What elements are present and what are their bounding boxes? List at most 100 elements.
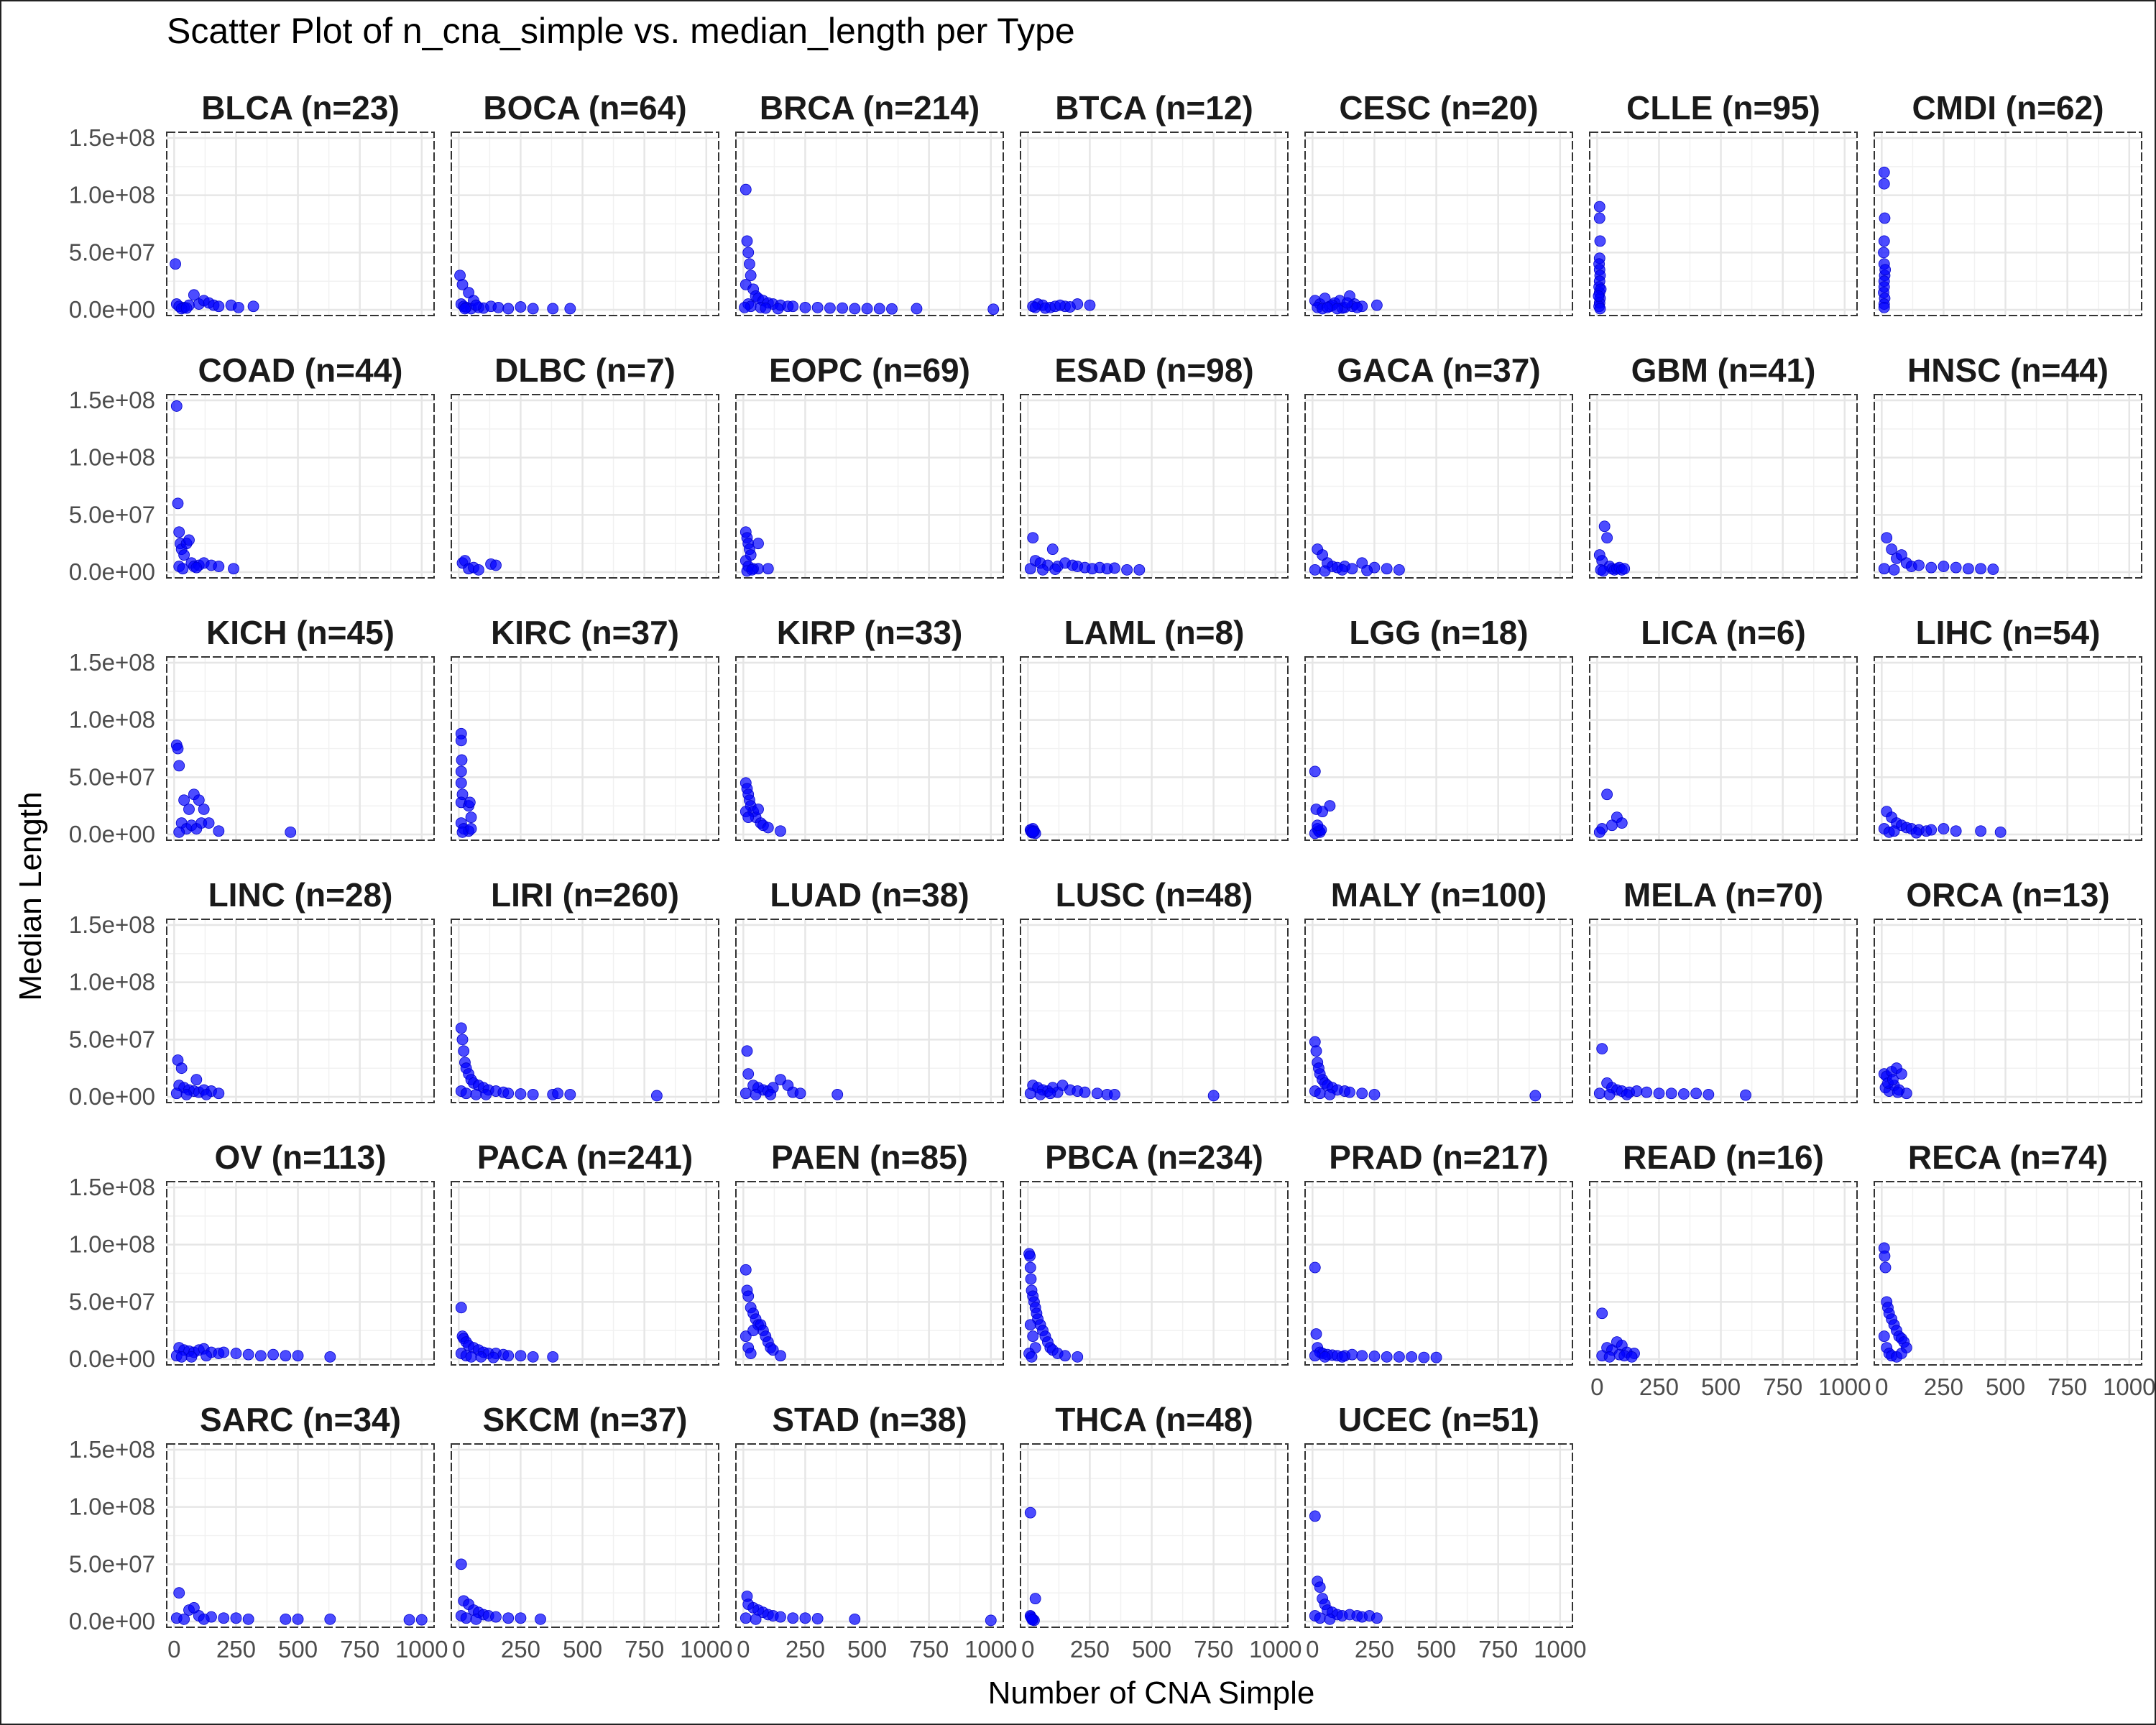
y-axis-label: Median Length bbox=[13, 791, 48, 1000]
panel-border bbox=[166, 394, 435, 579]
facet-panel: UCEC (n=51) 0 250 500 750 1000 bbox=[1304, 1401, 1586, 1662]
data-point bbox=[911, 303, 923, 315]
data-point bbox=[1027, 532, 1039, 544]
facet-label: CLLE (n=95) bbox=[1626, 89, 1820, 126]
data-point bbox=[1309, 564, 1321, 576]
panel-border bbox=[735, 919, 1004, 1103]
y-tick-label: 1.0e+08 bbox=[69, 182, 155, 208]
data-point bbox=[458, 1045, 470, 1057]
data-point bbox=[1324, 800, 1336, 812]
data-point bbox=[1370, 299, 1383, 311]
data-point bbox=[324, 1613, 336, 1625]
data-point bbox=[831, 1088, 844, 1100]
data-point bbox=[1878, 178, 1890, 190]
x-tick-label: 0 bbox=[737, 1636, 750, 1662]
data-point bbox=[547, 1351, 559, 1363]
data-point bbox=[203, 817, 215, 829]
facet-panel: GBM (n=41) bbox=[1589, 351, 1858, 579]
panel-border bbox=[451, 919, 719, 1103]
facet-label: PBCA (n=234) bbox=[1045, 1138, 1263, 1176]
y-tick-label: 1.5e+08 bbox=[69, 1436, 155, 1463]
x-tick-label: 500 bbox=[1132, 1636, 1171, 1662]
data-point bbox=[228, 563, 239, 575]
data-point bbox=[1878, 301, 1890, 313]
data-point bbox=[475, 1351, 487, 1363]
data-point bbox=[1593, 212, 1606, 224]
x-tick-label: 1000 bbox=[1534, 1636, 1586, 1662]
data-point bbox=[1024, 1087, 1036, 1100]
data-point bbox=[1994, 826, 2007, 838]
facet-panel: LUAD (n=38) bbox=[735, 876, 1004, 1103]
x-tick-label: 0 bbox=[1306, 1636, 1319, 1662]
facet-panels: BLCA (n=23)0.0e+005.0e+071.0e+081.5e+08B… bbox=[69, 89, 2155, 1662]
facet-label: LICA (n=6) bbox=[1641, 614, 1806, 651]
facet-label: BOCA (n=64) bbox=[483, 89, 686, 126]
data-point bbox=[745, 1348, 757, 1359]
data-point bbox=[1878, 563, 1890, 575]
y-tick-label: 5.0e+07 bbox=[69, 1288, 155, 1315]
data-point bbox=[1878, 1330, 1890, 1343]
panel-border bbox=[1020, 1181, 1289, 1366]
panel-border bbox=[1020, 919, 1289, 1103]
data-point bbox=[190, 561, 203, 574]
data-point bbox=[1361, 564, 1373, 576]
data-point bbox=[242, 1348, 254, 1361]
data-point bbox=[1054, 299, 1067, 311]
data-point bbox=[464, 796, 476, 809]
data-point bbox=[175, 1062, 188, 1075]
facet-panel: SKCM (n=37) 0 250 500 750 1000 bbox=[451, 1401, 732, 1662]
data-point bbox=[739, 301, 750, 313]
chart-title: Scatter Plot of n_cna_simple vs. median_… bbox=[167, 11, 1075, 51]
x-tick-label: 250 bbox=[1924, 1374, 1963, 1400]
facet-label: CESC (n=20) bbox=[1339, 89, 1538, 126]
data-point bbox=[775, 1611, 786, 1623]
data-point bbox=[742, 1290, 755, 1302]
data-point bbox=[787, 300, 799, 313]
data-point bbox=[480, 1088, 492, 1100]
data-point bbox=[1594, 303, 1606, 315]
facet-label: LIRI (n=260) bbox=[491, 876, 679, 914]
y-tick-label: 0.0e+00 bbox=[69, 1608, 155, 1634]
data-point bbox=[1331, 303, 1343, 315]
x-tick-label: 750 bbox=[2047, 1374, 2087, 1400]
data-point bbox=[460, 1087, 472, 1100]
y-tick-label: 1.0e+08 bbox=[69, 1231, 155, 1258]
data-point bbox=[775, 1350, 786, 1362]
data-point bbox=[811, 1613, 824, 1624]
data-point bbox=[762, 563, 774, 575]
data-point bbox=[861, 303, 873, 315]
data-point bbox=[1987, 564, 1999, 575]
facet-panel: PBCA (n=234) bbox=[1020, 1138, 1289, 1366]
data-point bbox=[170, 1087, 183, 1100]
data-point bbox=[1344, 1086, 1355, 1098]
facet-panel: LINC (n=28) 0.0e+00 5.0e+07 1.0e+08 1.5e+08 bbox=[69, 876, 435, 1110]
facet-panel: OV (n=113) 0.0e+00 5.0e+07 1.0e+08 1.5e+08 bbox=[69, 1138, 435, 1372]
data-point bbox=[188, 289, 200, 301]
data-point bbox=[1879, 212, 1891, 224]
data-point bbox=[762, 822, 774, 834]
data-point bbox=[173, 826, 185, 838]
data-point bbox=[230, 1348, 242, 1359]
x-tick-label: 1000 bbox=[964, 1636, 1017, 1662]
x-tick-label: 250 bbox=[216, 1636, 256, 1662]
data-point bbox=[193, 794, 205, 806]
data-point bbox=[1641, 1086, 1653, 1098]
facet-label: STAD (n=38) bbox=[772, 1401, 967, 1438]
data-point bbox=[455, 765, 467, 778]
data-point bbox=[1121, 564, 1133, 576]
data-point bbox=[232, 301, 244, 313]
x-tick-label: 250 bbox=[786, 1636, 825, 1662]
data-point bbox=[1913, 559, 1925, 571]
data-point bbox=[1341, 297, 1353, 309]
facet-label: UCEC (n=51) bbox=[1338, 1401, 1539, 1438]
y-tick-label: 1.5e+08 bbox=[69, 911, 155, 938]
facet-panel: CESC (n=20) bbox=[1304, 89, 1573, 316]
data-point bbox=[1039, 302, 1051, 314]
x-tick-label: 0 bbox=[1590, 1374, 1603, 1400]
data-point bbox=[1108, 562, 1120, 574]
data-point bbox=[455, 1302, 467, 1314]
data-point bbox=[1029, 301, 1041, 313]
data-point bbox=[403, 1614, 415, 1626]
panel-border bbox=[451, 394, 719, 579]
data-point bbox=[747, 1325, 760, 1337]
